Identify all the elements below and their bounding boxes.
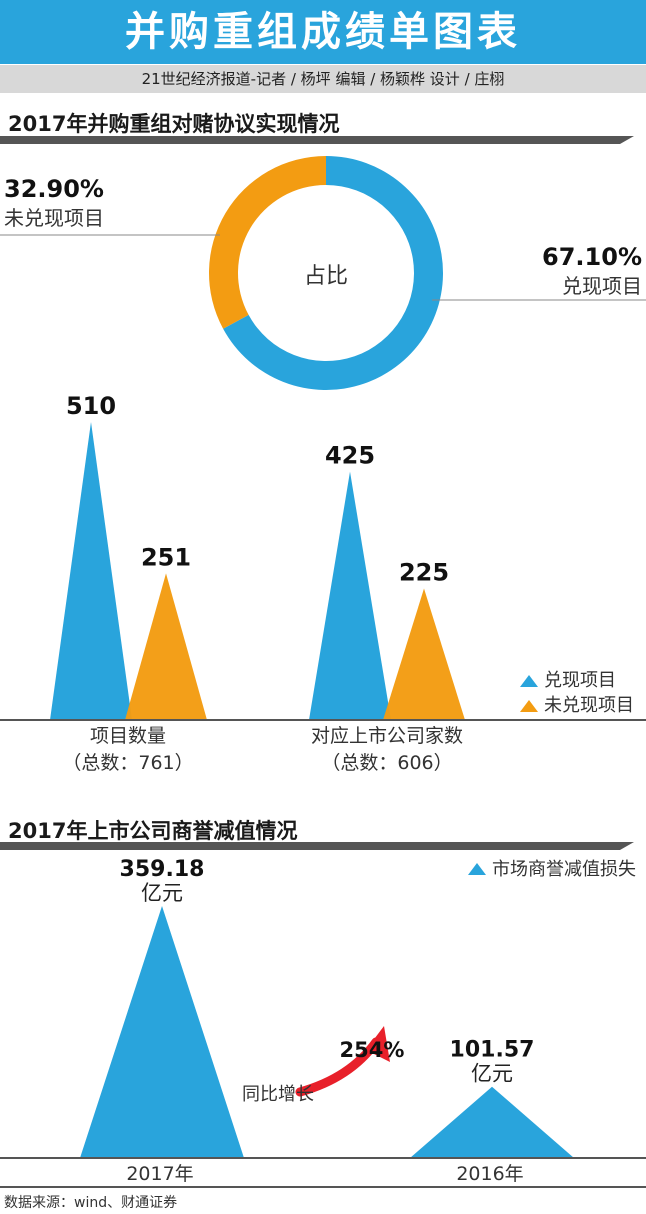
category-label-projects: 项目数量 — [90, 725, 166, 747]
unfulfilled-percent: 32.90% — [4, 175, 104, 203]
legend-unfulfilled-label: 未兑现项目 — [544, 695, 634, 716]
growth-label: 同比增长 — [242, 1084, 314, 1105]
projects-chart: 510 425 251 225 项目数量 （总数：761） 对应上市公司家数 （总数：… — [0, 392, 646, 774]
fulfilled-label: 兑现项目 — [562, 274, 642, 298]
value-label-s1-c0: 251 — [141, 543, 191, 571]
growth-value: 254% — [340, 1038, 405, 1062]
triangle-bar-s0-c1 — [309, 471, 391, 720]
legend-goodwill-label: 市场商誉减值损失 — [492, 859, 636, 880]
category-note-projects: （总数：761） — [62, 752, 193, 774]
data-source: 数据来源：wind、财通证券 — [4, 1195, 178, 1211]
category-note-companies: （总数：606） — [321, 752, 452, 774]
goodwill-value-1: 101.57 — [450, 1038, 535, 1063]
fulfilled-percent: 67.10% — [542, 243, 642, 271]
value-label-s0-c1: 425 — [325, 442, 375, 470]
section-title-1: 2017年并购重组对赌协议实现情况 — [8, 112, 340, 136]
legend-goodwill-marker — [468, 863, 486, 875]
category-label-companies: 对应上市公司家数 — [311, 725, 463, 747]
goodwill-triangle-0 — [80, 906, 244, 1158]
goodwill-value-0: 359.18 — [120, 857, 205, 882]
footer-divider — [0, 1186, 646, 1188]
donut-slice-1 — [208, 156, 326, 329]
legend-fulfilled-label: 兑现项目 — [544, 670, 616, 691]
section-divider-1 — [0, 136, 634, 144]
section-divider-2 — [0, 842, 634, 850]
donut-center-label: 占比 — [304, 264, 348, 289]
goodwill-unit-1: 亿元 — [471, 1062, 513, 1086]
value-label-s0-c0: 510 — [66, 392, 116, 420]
triangle-bar-s1-c0 — [125, 573, 207, 720]
unfulfilled-label: 未兑现项目 — [4, 206, 104, 230]
category-label-2016: 2016年 — [456, 1163, 523, 1185]
goodwill-unit-0: 亿元 — [141, 881, 183, 905]
legend-fulfilled-marker — [520, 675, 538, 687]
triangle-bar-s0-c0 — [50, 422, 132, 720]
triangle-bar-s1-c1 — [383, 588, 465, 720]
category-label-2017: 2017年 — [126, 1163, 193, 1185]
section-title-2: 2017年上市公司商誉减值情况 — [8, 819, 298, 843]
growth-arrow-head — [366, 1026, 390, 1062]
legend-unfulfilled-marker — [520, 700, 538, 712]
donut-chart: 占比 32.90% 未兑现项目 67.10% 兑现项目 — [0, 156, 646, 390]
byline: 21世纪经济报道-记者 / 杨坪 编辑 / 杨颖桦 设计 / 庄栩 — [0, 65, 646, 93]
value-label-s1-c1: 225 — [399, 559, 449, 587]
goodwill-triangle-1 — [410, 1086, 574, 1158]
page-title: 并购重组成绩单图表 — [0, 0, 646, 64]
